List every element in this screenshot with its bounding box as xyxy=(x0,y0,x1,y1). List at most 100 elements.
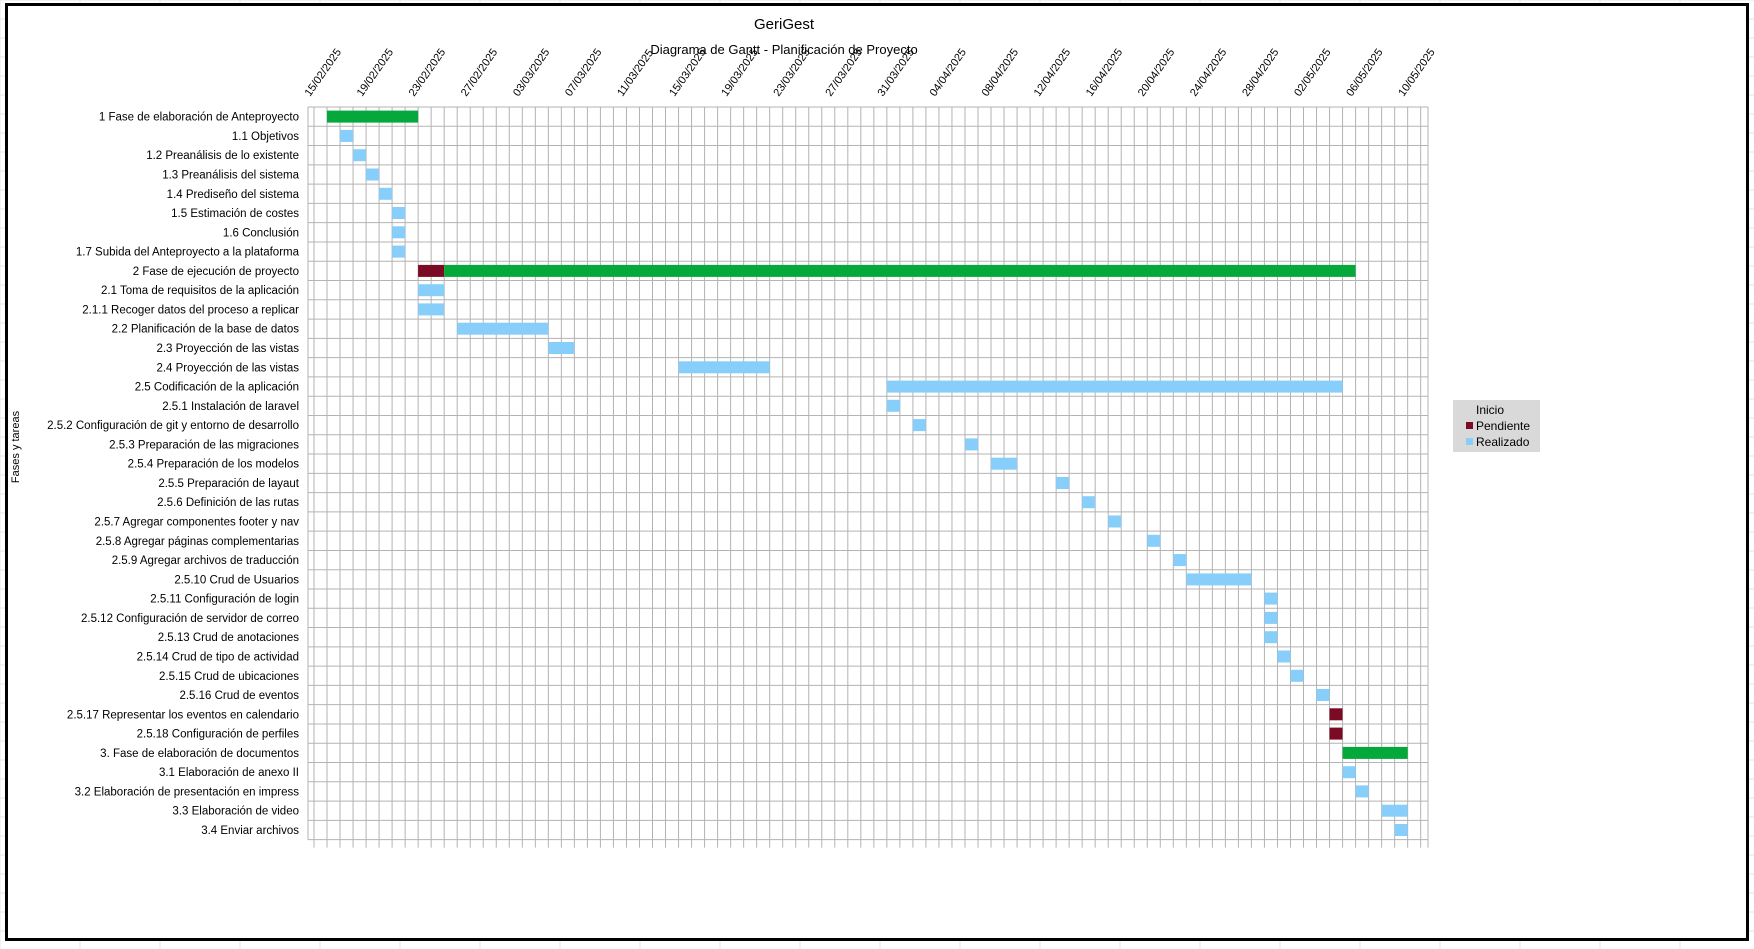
task-bar xyxy=(1108,515,1122,528)
x-tick-label: 27/02/2025 xyxy=(459,47,500,99)
legend-swatch-pendiente xyxy=(1466,422,1473,429)
task-bar xyxy=(340,129,353,142)
chart-frame xyxy=(5,3,1749,941)
task-bar xyxy=(886,399,900,412)
task-label: 2.5.10 Crud de Usuarios xyxy=(174,574,299,586)
legend-swatch-realizado xyxy=(1466,438,1473,445)
task-bar xyxy=(1173,554,1187,567)
task-bar xyxy=(444,264,1356,277)
y-axis-label: Fases y tareas xyxy=(10,410,22,483)
task-label: 2.5 Codificación de la aplicación xyxy=(135,382,299,394)
task-bar xyxy=(418,284,445,297)
x-tick-label: 11/03/2025 xyxy=(615,47,656,98)
task-bar xyxy=(366,168,380,181)
task-bar xyxy=(1082,496,1096,509)
task-label: 3. Fase de elaboración de documentos xyxy=(100,748,299,760)
task-bar xyxy=(418,303,445,316)
legend: Inicio Pendiente Realizado xyxy=(1453,400,1540,452)
task-label: 2.5.1 Instalación de laravel xyxy=(162,401,299,413)
task-label: 1.6 Conclusión xyxy=(223,227,299,239)
x-tick-label: 10/05/2025 xyxy=(1396,47,1437,99)
x-tick-label: 19/02/2025 xyxy=(355,47,396,99)
x-tick-label: 16/04/2025 xyxy=(1084,47,1125,99)
task-label: 2.5.9 Agregar archivos de traducción xyxy=(112,555,299,567)
task-label: 3.3 Elaboración de video xyxy=(172,806,299,818)
task-bar xyxy=(1342,766,1356,779)
task-bar xyxy=(548,342,575,354)
task-bar xyxy=(353,149,366,162)
task-label: 2.5.4 Preparación de los modelos xyxy=(128,459,300,471)
task-bar xyxy=(912,419,926,432)
x-tick-label: 04/04/2025 xyxy=(928,47,969,99)
legend-label-pendiente: Pendiente xyxy=(1476,419,1530,433)
task-labels: 1 Fase de elaboración de Anteproyecto 1.1… xyxy=(47,112,300,837)
task-label: 2.5.18 Configuración de perfiles xyxy=(137,729,300,741)
task-label: 3.1 Elaboración de anexo II xyxy=(159,767,299,779)
task-label: 1.5 Estimación de costes xyxy=(171,208,299,220)
task-label: 1.7 Subida del Anteproyecto a la platafo… xyxy=(76,247,300,259)
plot-gridlines xyxy=(307,106,1429,848)
task-bar xyxy=(1186,573,1252,586)
task-label: 2.5.3 Preparación de las migraciones xyxy=(109,439,299,451)
task-label: 2.3 Proyección de las vistas xyxy=(156,343,299,355)
task-bar xyxy=(1355,785,1369,798)
task-bar xyxy=(678,361,770,374)
task-label: 2.5.6 Definición de las rutas xyxy=(157,497,299,509)
task-label: 2.5.16 Crud de eventos xyxy=(179,690,299,702)
task-label: 2.5.5 Preparación de layaut xyxy=(158,478,299,490)
x-tick-label: 07/03/2025 xyxy=(563,47,604,99)
task-bars xyxy=(327,110,1408,836)
task-bar xyxy=(1277,650,1291,663)
task-bar xyxy=(1394,824,1408,836)
x-tick-label: 08/04/2025 xyxy=(980,47,1021,99)
task-label: 1.4 Prediseño del sistema xyxy=(167,189,300,201)
legend-title: Inicio xyxy=(1476,403,1504,417)
task-label: 2.5.15 Crud de ubicaciones xyxy=(159,671,299,683)
task-label: 2.5.7 Agregar componentes footer y nav xyxy=(94,517,299,529)
task-bar xyxy=(991,457,1017,470)
task-label: 2.5.12 Configuración de servidor de corr… xyxy=(81,613,299,625)
x-tick-label: 03/03/2025 xyxy=(511,47,552,99)
task-label: 2.4 Proyección de las vistas xyxy=(156,362,299,374)
task-label: 3.4 Enviar archivos xyxy=(201,825,299,837)
task-label: 3.2 Elaboración de presentación en impre… xyxy=(75,786,300,798)
x-tick-label: 23/02/2025 xyxy=(407,47,448,99)
task-label: 1.2 Preanálisis de lo existente xyxy=(146,150,299,162)
task-label: 2.5.11 Configuración de login xyxy=(150,594,299,606)
x-tick-label: 28/04/2025 xyxy=(1240,47,1281,99)
x-tick-label: 12/04/2025 xyxy=(1032,47,1073,99)
task-label: 2.1.1 Recoger datos del proceso a replic… xyxy=(82,304,299,316)
x-tick-label: 24/04/2025 xyxy=(1188,47,1229,99)
chart-subtitle: Diagrama de Gantt - Planificación de Pro… xyxy=(650,42,917,57)
task-label: 2.5.17 Representar los eventos en calend… xyxy=(67,709,299,721)
task-bar xyxy=(1381,804,1408,817)
task-label: 2.2 Planificación de la base de datos xyxy=(112,324,300,336)
task-label: 2.5.14 Crud de tipo de actividad xyxy=(137,651,299,663)
task-bar xyxy=(1329,708,1343,721)
x-tick-label: 06/05/2025 xyxy=(1344,47,1385,99)
task-bar xyxy=(1290,669,1304,682)
task-bar xyxy=(379,187,393,200)
task-bar xyxy=(965,438,978,451)
task-bar xyxy=(886,380,1343,393)
task-label: 1.3 Preanálisis del sistema xyxy=(162,169,299,181)
task-label: 2.5.8 Agregar páginas complementarias xyxy=(96,536,300,548)
x-tick-label: 20/04/2025 xyxy=(1136,47,1177,99)
x-tick-label: 15/02/2025 xyxy=(303,47,344,99)
x-tick-label: 02/05/2025 xyxy=(1292,47,1333,99)
task-label: 2.5.2 Configuración de git y entorno de … xyxy=(47,420,299,432)
task-bar xyxy=(1264,611,1278,624)
task-bar xyxy=(1329,727,1343,740)
task-bar xyxy=(418,264,445,277)
task-label: 2.1 Toma de requisitos de la aplicación xyxy=(101,285,299,297)
task-label: 2.5.13 Crud de anotaciones xyxy=(158,632,300,644)
task-bar xyxy=(457,322,549,335)
task-bar xyxy=(327,110,419,123)
task-label: 2 Fase de ejecución de proyecto xyxy=(133,266,299,278)
task-bar xyxy=(1316,689,1330,701)
chart-title: GeriGest xyxy=(754,16,815,33)
task-bar xyxy=(1056,477,1070,489)
legend-label-realizado: Realizado xyxy=(1476,435,1530,449)
task-label: 1.1 Objetivos xyxy=(232,131,299,143)
